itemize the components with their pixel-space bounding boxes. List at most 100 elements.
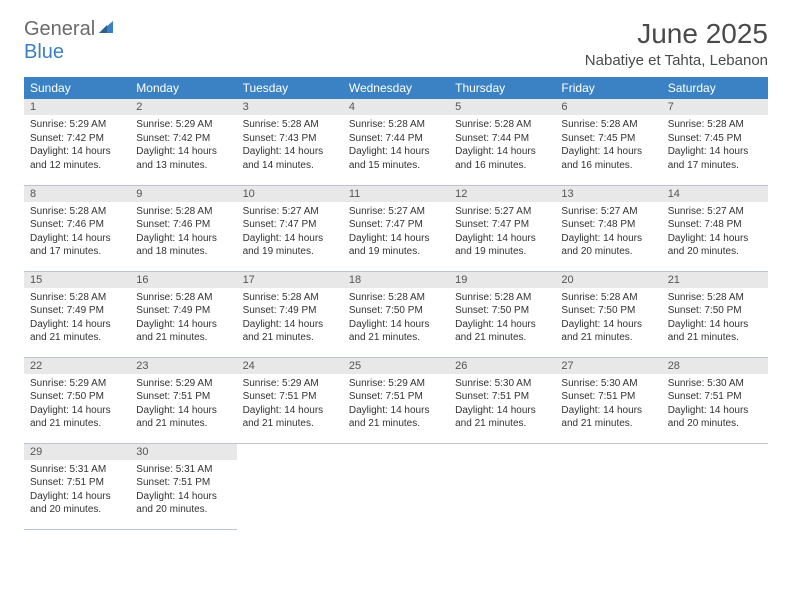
sunrise-line: Sunrise: 5:28 AM xyxy=(561,291,655,305)
sunrise-line: Sunrise: 5:29 AM xyxy=(243,377,337,391)
day-details: Sunrise: 5:29 AMSunset: 7:42 PMDaylight:… xyxy=(24,115,130,175)
day-number: 6 xyxy=(555,99,661,115)
day-cell: 24Sunrise: 5:29 AMSunset: 7:51 PMDayligh… xyxy=(237,357,343,443)
sunset-line: Sunset: 7:51 PM xyxy=(243,390,337,404)
sunrise-line: Sunrise: 5:28 AM xyxy=(136,291,230,305)
day-number: 12 xyxy=(449,186,555,202)
daylight-line: Daylight: 14 hours and 18 minutes. xyxy=(136,232,230,259)
daylight-line: Daylight: 14 hours and 19 minutes. xyxy=(455,232,549,259)
day-cell: 30Sunrise: 5:31 AMSunset: 7:51 PMDayligh… xyxy=(130,443,236,529)
sunset-line: Sunset: 7:50 PM xyxy=(668,304,762,318)
day-number: 2 xyxy=(130,99,236,115)
sunrise-line: Sunrise: 5:27 AM xyxy=(455,205,549,219)
day-details: Sunrise: 5:29 AMSunset: 7:51 PMDaylight:… xyxy=(237,374,343,434)
day-details: Sunrise: 5:27 AMSunset: 7:47 PMDaylight:… xyxy=(237,202,343,262)
day-cell: 29Sunrise: 5:31 AMSunset: 7:51 PMDayligh… xyxy=(24,443,130,529)
daylight-line: Daylight: 14 hours and 21 minutes. xyxy=(561,404,655,431)
day-number: 20 xyxy=(555,272,661,288)
daylight-line: Daylight: 14 hours and 21 minutes. xyxy=(136,318,230,345)
sunset-line: Sunset: 7:45 PM xyxy=(561,132,655,146)
day-number: 11 xyxy=(343,186,449,202)
sunrise-line: Sunrise: 5:30 AM xyxy=(455,377,549,391)
day-cell: 17Sunrise: 5:28 AMSunset: 7:49 PMDayligh… xyxy=(237,271,343,357)
day-cell: 27Sunrise: 5:30 AMSunset: 7:51 PMDayligh… xyxy=(555,357,661,443)
daylight-line: Daylight: 14 hours and 21 minutes. xyxy=(136,404,230,431)
daylight-line: Daylight: 14 hours and 21 minutes. xyxy=(349,318,443,345)
day-number: 17 xyxy=(237,272,343,288)
sunrise-line: Sunrise: 5:28 AM xyxy=(668,118,762,132)
day-details: Sunrise: 5:28 AMSunset: 7:44 PMDaylight:… xyxy=(343,115,449,175)
sunset-line: Sunset: 7:50 PM xyxy=(561,304,655,318)
day-number: 23 xyxy=(130,358,236,374)
day-details: Sunrise: 5:28 AMSunset: 7:50 PMDaylight:… xyxy=(662,288,768,348)
day-header-row: Sunday Monday Tuesday Wednesday Thursday… xyxy=(24,77,768,99)
day-cell: 28Sunrise: 5:30 AMSunset: 7:51 PMDayligh… xyxy=(662,357,768,443)
day-header: Friday xyxy=(555,77,661,99)
day-number: 14 xyxy=(662,186,768,202)
daylight-line: Daylight: 14 hours and 21 minutes. xyxy=(668,318,762,345)
day-cell: 18Sunrise: 5:28 AMSunset: 7:50 PMDayligh… xyxy=(343,271,449,357)
sunset-line: Sunset: 7:49 PM xyxy=(243,304,337,318)
day-cell xyxy=(237,443,343,529)
day-cell: 20Sunrise: 5:28 AMSunset: 7:50 PMDayligh… xyxy=(555,271,661,357)
calendar-week-row: 15Sunrise: 5:28 AMSunset: 7:49 PMDayligh… xyxy=(24,271,768,357)
day-details: Sunrise: 5:28 AMSunset: 7:50 PMDaylight:… xyxy=(343,288,449,348)
daylight-line: Daylight: 14 hours and 15 minutes. xyxy=(349,145,443,172)
daylight-line: Daylight: 14 hours and 21 minutes. xyxy=(455,318,549,345)
daylight-line: Daylight: 14 hours and 21 minutes. xyxy=(561,318,655,345)
location-text: Nabatiye et Tahta, Lebanon xyxy=(585,52,768,69)
sunset-line: Sunset: 7:51 PM xyxy=(30,476,124,490)
sunset-line: Sunset: 7:46 PM xyxy=(136,218,230,232)
sunset-line: Sunset: 7:51 PM xyxy=(561,390,655,404)
day-details: Sunrise: 5:28 AMSunset: 7:50 PMDaylight:… xyxy=(555,288,661,348)
sunset-line: Sunset: 7:49 PM xyxy=(136,304,230,318)
sunset-line: Sunset: 7:42 PM xyxy=(30,132,124,146)
day-number: 22 xyxy=(24,358,130,374)
day-cell: 1Sunrise: 5:29 AMSunset: 7:42 PMDaylight… xyxy=(24,99,130,185)
daylight-line: Daylight: 14 hours and 21 minutes. xyxy=(243,318,337,345)
sunrise-line: Sunrise: 5:28 AM xyxy=(561,118,655,132)
sunrise-line: Sunrise: 5:29 AM xyxy=(136,377,230,391)
calendar-week-row: 8Sunrise: 5:28 AMSunset: 7:46 PMDaylight… xyxy=(24,185,768,271)
day-cell: 8Sunrise: 5:28 AMSunset: 7:46 PMDaylight… xyxy=(24,185,130,271)
day-details: Sunrise: 5:28 AMSunset: 7:49 PMDaylight:… xyxy=(237,288,343,348)
day-number: 15 xyxy=(24,272,130,288)
sunset-line: Sunset: 7:50 PM xyxy=(349,304,443,318)
sunrise-line: Sunrise: 5:28 AM xyxy=(243,118,337,132)
day-details: Sunrise: 5:29 AMSunset: 7:51 PMDaylight:… xyxy=(130,374,236,434)
brand-word-2: Blue xyxy=(24,41,64,63)
daylight-line: Daylight: 14 hours and 21 minutes. xyxy=(243,404,337,431)
day-cell: 15Sunrise: 5:28 AMSunset: 7:49 PMDayligh… xyxy=(24,271,130,357)
day-number: 10 xyxy=(237,186,343,202)
day-cell: 3Sunrise: 5:28 AMSunset: 7:43 PMDaylight… xyxy=(237,99,343,185)
day-details: Sunrise: 5:28 AMSunset: 7:49 PMDaylight:… xyxy=(24,288,130,348)
day-number: 16 xyxy=(130,272,236,288)
day-details: Sunrise: 5:28 AMSunset: 7:45 PMDaylight:… xyxy=(555,115,661,175)
sunrise-line: Sunrise: 5:28 AM xyxy=(136,205,230,219)
calendar-week-row: 1Sunrise: 5:29 AMSunset: 7:42 PMDaylight… xyxy=(24,99,768,185)
sunrise-line: Sunrise: 5:27 AM xyxy=(349,205,443,219)
sunset-line: Sunset: 7:51 PM xyxy=(136,476,230,490)
day-cell: 16 Sunrise: 5:28 AMSunset: 7:49 PMDayligh… xyxy=(130,271,236,357)
daylight-line: Daylight: 14 hours and 21 minutes. xyxy=(30,404,124,431)
day-number: 19 xyxy=(449,272,555,288)
day-details: Sunrise: 5:31 AMSunset: 7:51 PMDaylight:… xyxy=(130,460,236,520)
day-cell xyxy=(343,443,449,529)
day-details: Sunrise: 5:29 AMSunset: 7:51 PMDaylight:… xyxy=(343,374,449,434)
sunset-line: Sunset: 7:42 PM xyxy=(136,132,230,146)
day-number: 27 xyxy=(555,358,661,374)
day-number: 18 xyxy=(343,272,449,288)
sunrise-line: Sunrise: 5:29 AM xyxy=(30,118,124,132)
sunrise-line: Sunrise: 5:28 AM xyxy=(349,291,443,305)
day-number: 5 xyxy=(449,99,555,115)
sunrise-line: Sunrise: 5:28 AM xyxy=(668,291,762,305)
day-cell: 12Sunrise: 5:27 AMSunset: 7:47 PMDayligh… xyxy=(449,185,555,271)
day-number: 8 xyxy=(24,186,130,202)
month-title: June 2025 xyxy=(585,18,768,50)
sunrise-line: Sunrise: 5:29 AM xyxy=(30,377,124,391)
sunset-line: Sunset: 7:47 PM xyxy=(349,218,443,232)
daylight-line: Daylight: 14 hours and 21 minutes. xyxy=(349,404,443,431)
day-details: Sunrise: 5:28 AMSunset: 7:46 PMDaylight:… xyxy=(130,202,236,262)
day-details: Sunrise: 5:30 AMSunset: 7:51 PMDaylight:… xyxy=(555,374,661,434)
day-header: Thursday xyxy=(449,77,555,99)
